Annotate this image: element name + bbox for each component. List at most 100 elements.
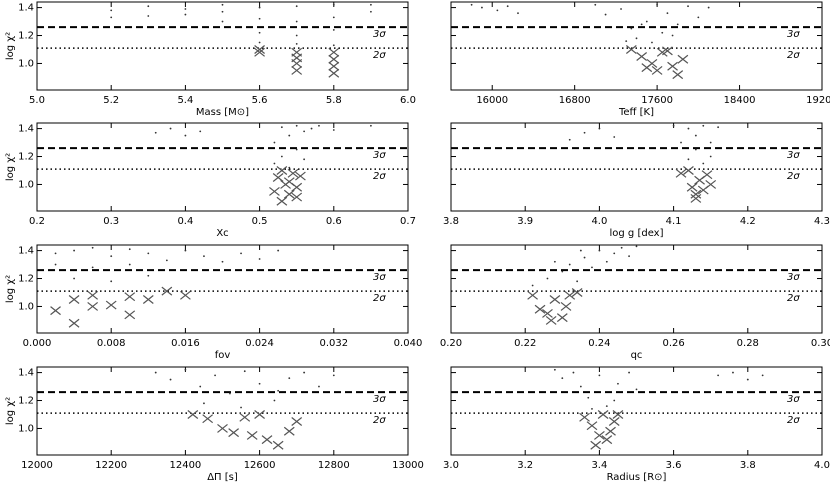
dot-point (199, 385, 202, 388)
y-axis-label: log χ² (5, 32, 16, 60)
plot-frame (450, 244, 823, 334)
sigma-label: 3σ (787, 29, 800, 40)
dot-point (332, 374, 335, 377)
plot-frame (36, 122, 409, 212)
dot-point (295, 148, 298, 151)
dot-point (243, 370, 246, 373)
cross-point (124, 310, 136, 320)
x-axis-label: Radius [R⊙] (607, 472, 667, 483)
cross-point (328, 47, 340, 57)
x-tick-label: 3.9 (517, 216, 533, 227)
cross-point (283, 189, 295, 199)
dot-point (687, 5, 689, 8)
dot-point (169, 127, 172, 130)
y-tick-label: 1.4 (18, 246, 34, 257)
cross-point (690, 193, 702, 203)
dot-point (594, 3, 597, 6)
x-tick-label: 12000 (21, 460, 53, 471)
dot-point (91, 266, 94, 269)
cross-point (295, 171, 306, 181)
dot-point (370, 3, 372, 6)
dot-point (295, 43, 298, 45)
cross-point (625, 45, 637, 54)
cross-point (105, 300, 117, 310)
cross-point (68, 318, 80, 328)
dot-point (154, 131, 157, 134)
x-tick-label: 0.040 (394, 338, 423, 349)
dot-point (687, 158, 690, 161)
dot-point (613, 252, 616, 255)
dot-point (591, 266, 593, 269)
x-tick-label: 0.28 (737, 338, 759, 349)
plot-frame (450, 122, 823, 212)
dot-point (258, 31, 261, 34)
x-tick-label: 4.0 (591, 216, 607, 227)
sigma-label: 2σ (787, 171, 800, 182)
dot-point (707, 6, 710, 9)
cross-point (68, 295, 80, 304)
cross-point (560, 301, 572, 311)
dot-point (702, 124, 705, 127)
x-tick-label: 16000 (476, 95, 508, 106)
x-axis-label: Teff [K] (618, 107, 654, 118)
panel: 16000 16800 17600 18400 19200 Teff [K] 3σ 2σ (450, 1, 830, 118)
x-tick-label: 16800 (559, 95, 591, 106)
cross-point (328, 61, 340, 71)
dot-point (661, 31, 664, 34)
dot-point (240, 406, 242, 409)
cross-point (683, 166, 694, 175)
cross-point (675, 168, 687, 178)
cross-point (545, 315, 557, 325)
dot-point (258, 17, 261, 20)
cross-point (276, 196, 288, 206)
y-tick-label: 1.2 (18, 274, 34, 285)
cross-point (161, 286, 173, 296)
dot-point (258, 258, 261, 260)
cross-point (534, 304, 546, 314)
cross-point (556, 313, 568, 323)
plot-frame (36, 244, 409, 334)
cross-point (701, 170, 713, 180)
dot-point (184, 8, 187, 10)
x-tick-label: 0.016 (171, 338, 200, 349)
dot-point (370, 10, 372, 13)
x-tick-label: 0.6 (326, 216, 342, 227)
x-tick-label: 18400 (724, 95, 756, 106)
dot-point (587, 396, 590, 399)
cross-point (202, 414, 214, 424)
cross-point (636, 52, 648, 61)
dot-point (546, 277, 549, 280)
dot-point (370, 124, 372, 127)
cross-point (254, 45, 265, 54)
dot-point (697, 16, 700, 19)
dot-point (481, 6, 483, 9)
x-tick-label: 4.2 (740, 216, 756, 227)
x-tick-label: 3.6 (666, 460, 682, 471)
y-axis-label: log χ² (5, 153, 16, 181)
dot-point (332, 129, 335, 131)
dot-point (310, 127, 313, 130)
x-tick-label: 0.008 (97, 338, 126, 349)
plot-frame (36, 366, 409, 456)
x-axis-label: log g [dex] (610, 228, 664, 239)
dot-point (73, 277, 75, 280)
dot-point (258, 382, 261, 385)
sigma-label: 2σ (787, 415, 800, 426)
dot-point (303, 158, 306, 161)
cross-point (87, 290, 99, 300)
dot-point (656, 3, 659, 6)
y-tick-label: 1.2 (18, 152, 34, 163)
dot-point (568, 263, 571, 266)
x-tick-label: 5.6 (252, 95, 268, 106)
dot-point (605, 405, 608, 408)
dot-point (203, 402, 205, 405)
dot-point (184, 134, 187, 137)
dot-point (332, 29, 335, 31)
dot-point (561, 377, 564, 380)
cross-point (254, 47, 265, 57)
y-tick-label: 1.2 (18, 396, 34, 407)
x-tick-label: 3.4 (591, 460, 607, 471)
x-axis-label: qc (631, 350, 643, 361)
cross-point (272, 173, 284, 182)
dot-point (184, 13, 187, 16)
